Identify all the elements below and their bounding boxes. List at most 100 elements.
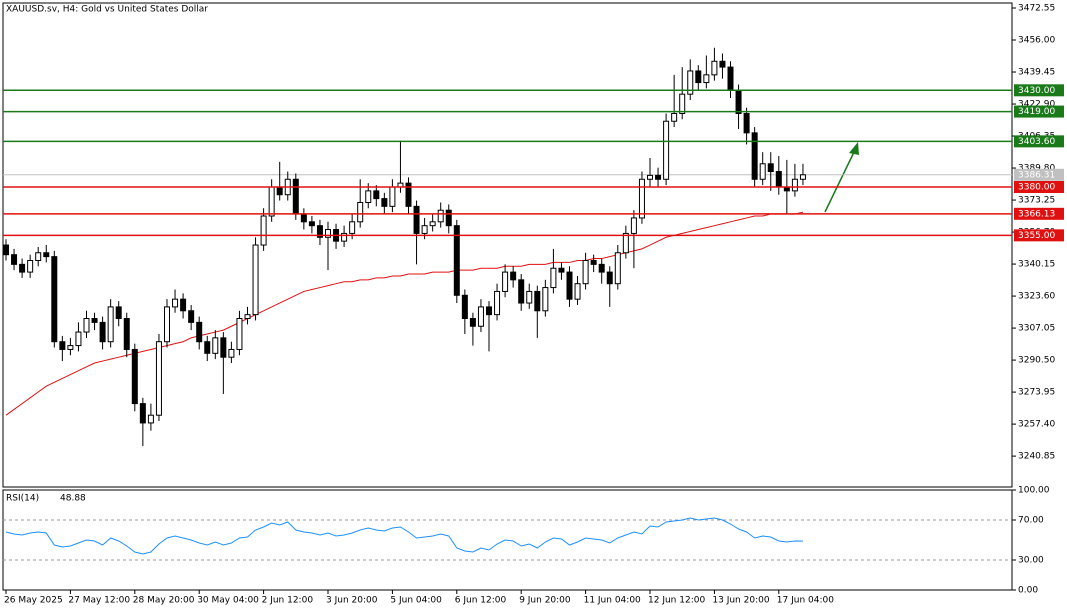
candle-body (542, 287, 549, 312)
candle-body (212, 337, 219, 354)
candle-body (582, 259, 589, 285)
level-label-box (1014, 84, 1064, 97)
candle-body (164, 306, 170, 343)
candle-body (445, 209, 452, 227)
candle-body (494, 290, 501, 316)
candle-body (735, 89, 742, 115)
candle-body (550, 267, 557, 289)
candle-body (486, 306, 492, 316)
candle-body (719, 60, 726, 68)
candle-body (236, 318, 243, 350)
x-tick-label: 30 May 04:00 (197, 596, 259, 606)
candle-body (429, 221, 436, 227)
candle-body (365, 190, 372, 203)
y-tick-label: 3307.05 (1018, 324, 1055, 334)
candle-body (743, 113, 750, 134)
y-tick-label: 3422.90 (1018, 100, 1055, 110)
candle-body (405, 182, 412, 207)
candle-body (349, 221, 356, 234)
main-pane (2, 2, 1013, 488)
y-tick-label: 3290.50 (1018, 356, 1055, 366)
candle-body (614, 252, 621, 285)
candle-body (791, 178, 798, 192)
candle-body (196, 321, 203, 343)
candle-body (131, 348, 138, 405)
current-price-box (1014, 168, 1064, 181)
candle-body (606, 271, 613, 285)
x-tick-label: 3 Jun 20:00 (326, 596, 378, 606)
y-tick-label: 3456.00 (1018, 36, 1055, 46)
candle-body (276, 186, 283, 196)
rsi-name: RSI(14) (6, 494, 39, 504)
candle-body (35, 252, 42, 261)
candle-body (437, 209, 444, 223)
rsi-tick-label: 0.00 (1018, 586, 1038, 596)
arrow (824, 149, 856, 213)
x-tick-label: 13 Jun 20:00 (712, 596, 769, 606)
candle-body (630, 217, 637, 234)
candle-body (510, 271, 517, 281)
level-label-box (1014, 229, 1064, 242)
candle-body (67, 345, 74, 350)
x-tick-label: 12 Jun 12:00 (648, 596, 705, 606)
candle-body (75, 331, 82, 347)
x-tick-label: 9 Jun 20:00 (519, 596, 571, 606)
candle-body (799, 174, 806, 180)
candle-body (502, 271, 509, 292)
x-tick-label: 6 Jun 12:00 (455, 596, 507, 606)
candle-body (767, 163, 774, 173)
rsi-tick-label: 30.00 (1018, 556, 1044, 566)
candle-body (357, 201, 364, 223)
candle-body (83, 318, 90, 333)
chart-title: XAUUSD.sv, H4: Gold vs United States Dol… (6, 5, 208, 15)
candle-body (638, 178, 645, 219)
candle-body (518, 279, 525, 304)
candle-body (647, 174, 653, 180)
y-tick-label: 3389.80 (1018, 164, 1055, 174)
y-tick-label: 3439.45 (1018, 68, 1055, 78)
candle-body (558, 267, 565, 273)
candle-body (687, 70, 694, 95)
candle-body (51, 256, 58, 343)
candle-body (43, 252, 50, 258)
candle-body (590, 259, 597, 265)
candle-body (204, 341, 211, 354)
level-label: 3430.00 (1018, 86, 1055, 96)
level-label: 3366.13 (1018, 209, 1055, 219)
level-label-box (1014, 135, 1064, 148)
rsi-tick-label: 70.00 (1018, 516, 1044, 526)
candle-body (453, 225, 460, 296)
candle-body (228, 348, 235, 358)
x-tick-label: 28 May 20:00 (133, 596, 195, 606)
level-label: 3355.00 (1018, 231, 1055, 241)
candle-body (19, 263, 26, 273)
candle-body (188, 310, 195, 323)
candle-body (155, 341, 162, 416)
y-tick-label: 3323.60 (1018, 292, 1055, 302)
level-label: 3380.00 (1018, 182, 1055, 192)
candle-body (373, 190, 380, 200)
current-price-label: 3386.31 (1018, 170, 1055, 180)
candle-body (477, 306, 484, 327)
y-tick-label: 3373.25 (1018, 196, 1055, 206)
candle-body (268, 186, 275, 217)
candle-body (574, 283, 581, 300)
x-tick-label: 2 Jun 12:00 (262, 596, 314, 606)
moving-average (5, 211, 804, 416)
y-tick-label: 3472.55 (1018, 4, 1055, 14)
candle-body (59, 341, 66, 350)
candle-body (147, 414, 154, 424)
level-label-box (1014, 105, 1064, 118)
rsi-value: 48.88 (60, 494, 86, 504)
candle-body (655, 174, 662, 180)
candle-body (341, 232, 348, 242)
candle-body (703, 74, 710, 84)
candle-body (220, 337, 227, 358)
rsi-pane (2, 489, 1013, 591)
candle-body (663, 120, 670, 180)
candle-body (244, 314, 251, 320)
candle-body (308, 221, 315, 227)
candle-body (389, 186, 396, 207)
level-label: 3419.00 (1018, 107, 1055, 117)
